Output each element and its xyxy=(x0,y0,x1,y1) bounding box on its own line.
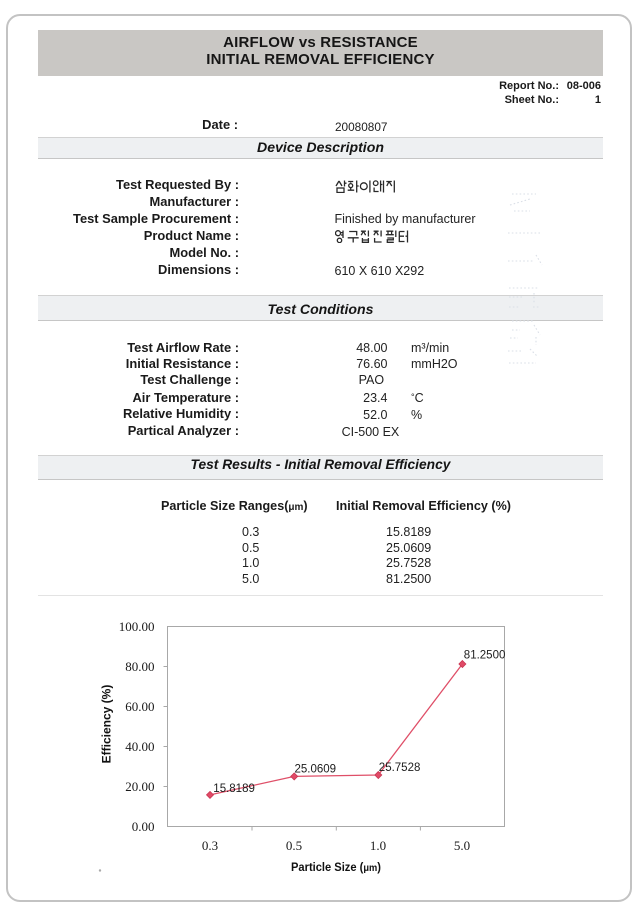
svg-text:Efficiency (%): Efficiency (%) xyxy=(100,685,114,764)
svg-text:40.00: 40.00 xyxy=(125,739,154,754)
svg-text:5.0: 5.0 xyxy=(454,838,470,853)
svg-text:25.0609: 25.0609 xyxy=(295,763,337,775)
svg-text:Particle Size (μm): Particle Size (μm) xyxy=(291,860,381,874)
svg-text:1.0: 1.0 xyxy=(370,838,386,853)
svg-text:100.00: 100.00 xyxy=(119,619,155,634)
svg-text:80.00: 80.00 xyxy=(125,659,154,674)
svg-text:81.2500: 81.2500 xyxy=(464,650,506,662)
svg-text:25.7528: 25.7528 xyxy=(379,762,421,774)
svg-text:0.5: 0.5 xyxy=(286,838,302,853)
svg-text:0.3: 0.3 xyxy=(202,838,218,853)
svg-text:0.00: 0.00 xyxy=(132,819,155,834)
svg-text:15.8189: 15.8189 xyxy=(213,783,255,795)
svg-text:60.00: 60.00 xyxy=(125,699,154,714)
svg-text:20.00: 20.00 xyxy=(125,779,154,794)
